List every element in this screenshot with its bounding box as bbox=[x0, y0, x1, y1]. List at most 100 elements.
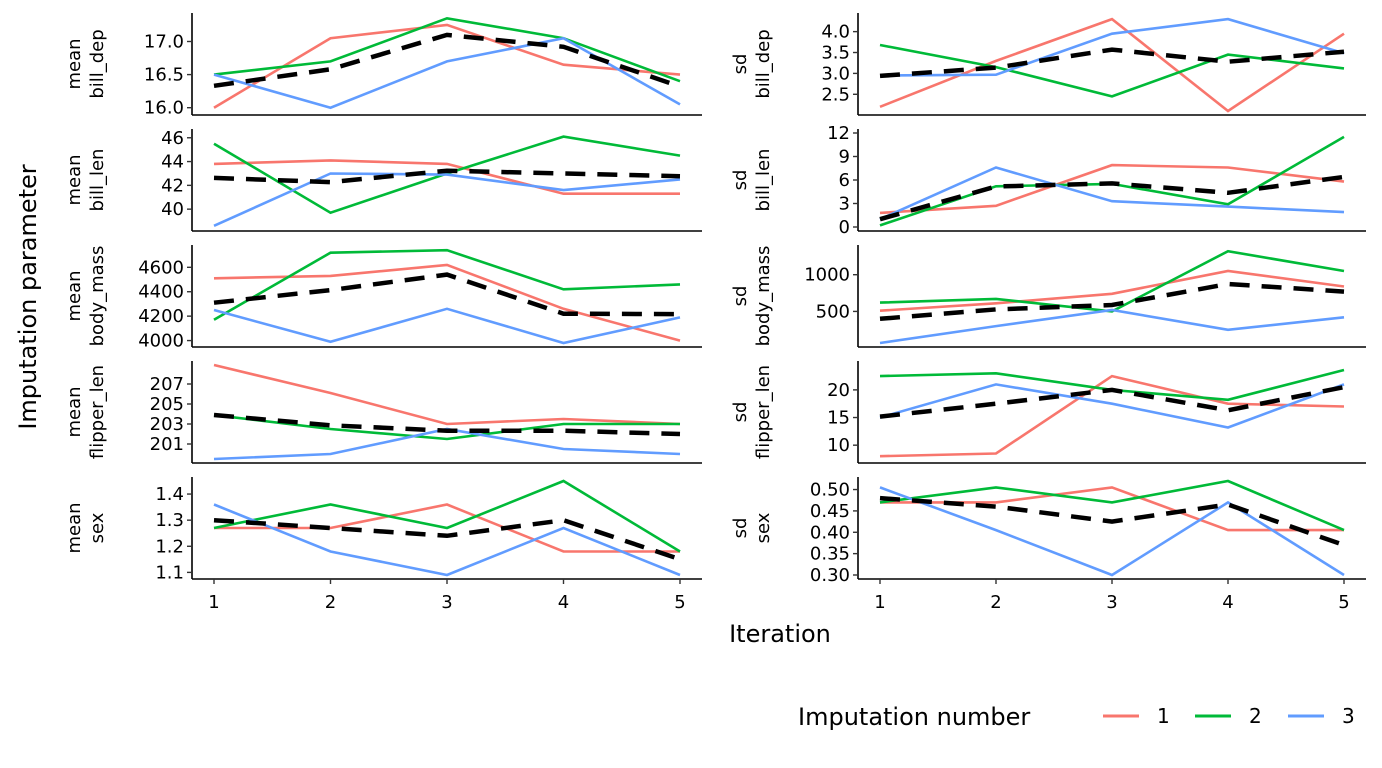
strip-label: mean body_mass bbox=[64, 246, 108, 347]
strip-variable-label: flipper_len bbox=[753, 365, 774, 459]
y-tick-label: 6 bbox=[839, 170, 850, 191]
y-tick-label: 207 bbox=[150, 374, 184, 395]
series-line-3 bbox=[879, 383, 1345, 429]
y-tick-label: 4.0 bbox=[821, 22, 850, 43]
strip-label: sd bill_len bbox=[730, 149, 774, 212]
y-tick-label: 203 bbox=[150, 414, 184, 435]
strip-label: sd body_mass bbox=[730, 246, 774, 347]
y-tick-label: 42 bbox=[161, 175, 184, 196]
mean-line bbox=[879, 495, 1345, 548]
y-tick-label: 3.0 bbox=[821, 63, 850, 84]
mean-line bbox=[213, 168, 681, 185]
legend-item-3: 3 bbox=[1288, 704, 1355, 728]
strip-stat-label: sd bbox=[730, 518, 751, 539]
legend-item-1: 1 bbox=[1103, 704, 1170, 728]
x-tick-label: 1 bbox=[874, 592, 885, 613]
x-tick-label: 2 bbox=[990, 592, 1001, 613]
legend-label: 3 bbox=[1342, 704, 1355, 728]
legend-label: 1 bbox=[1157, 704, 1170, 728]
y-tick-label: 16.0 bbox=[144, 98, 184, 119]
strip-stat-label: sd bbox=[730, 170, 751, 191]
y-tick-label: 4400 bbox=[138, 282, 184, 303]
mean-line bbox=[213, 272, 681, 317]
strip-variable-label: bill_len bbox=[87, 149, 108, 212]
y-tick-label: 40 bbox=[161, 199, 184, 220]
y-tick-label: 201 bbox=[150, 434, 184, 455]
strip-stat-label: sd bbox=[730, 286, 751, 307]
y-tick-label: 12 bbox=[827, 123, 850, 144]
y-tick-label: 1.4 bbox=[155, 484, 184, 505]
legend-items: 1 2 3 bbox=[1103, 704, 1355, 728]
series-line-1 bbox=[214, 503, 680, 553]
y-tick-label: 3.5 bbox=[821, 43, 850, 64]
series-line-1 bbox=[213, 363, 681, 426]
series-line-1 bbox=[879, 269, 1345, 312]
mean-line bbox=[213, 517, 681, 562]
strip-stat-label: mean bbox=[64, 386, 85, 437]
strip-stat-label: mean bbox=[64, 154, 85, 205]
panel-sd-sex: 0.300.350.400.450.50 sd sex bbox=[730, 477, 1366, 586]
x-tick-label: 4 bbox=[1222, 592, 1233, 613]
strip-stat-label: sd bbox=[730, 402, 751, 423]
panel-sd-body_mass: 500 1000 sd body_mass bbox=[730, 245, 1366, 348]
series-line-2 bbox=[213, 479, 681, 553]
strip-stat-label: mean bbox=[64, 270, 85, 321]
x-axes-layer: 1 2 3 4 5 1 2 3 4 5 bbox=[208, 579, 1350, 613]
series-line-3 bbox=[213, 36, 681, 110]
x-tick-label: 3 bbox=[1106, 592, 1117, 613]
strip-stat-label: sd bbox=[730, 54, 751, 75]
y-tick-label: 0.40 bbox=[810, 522, 850, 543]
series-line-3 bbox=[213, 503, 681, 577]
x-tick-label: 3 bbox=[441, 592, 452, 613]
series-line-3 bbox=[879, 166, 1345, 221]
strip-stat-label: mean bbox=[64, 502, 85, 553]
strip-variable-label: body_mass bbox=[753, 246, 774, 347]
mean-line bbox=[213, 32, 681, 89]
y-axis-title: Imputation parameter bbox=[14, 164, 42, 429]
x-tick-label: 5 bbox=[674, 592, 685, 613]
mean-line bbox=[879, 47, 1345, 79]
y-tick-label: 0.45 bbox=[810, 501, 850, 522]
series-line-1 bbox=[213, 23, 681, 109]
strip-variable-label: bill_len bbox=[753, 149, 774, 212]
y-tick-label: 17.0 bbox=[144, 31, 184, 52]
series-line-1 bbox=[213, 159, 680, 195]
y-tick-label: 1.2 bbox=[155, 536, 184, 557]
strip-label: sd sex bbox=[730, 512, 774, 543]
y-tick-label: 0.30 bbox=[810, 565, 850, 586]
legend-label: 2 bbox=[1249, 704, 1262, 728]
y-tick-label: 3 bbox=[839, 194, 850, 215]
series-line-3 bbox=[213, 172, 681, 227]
series-line-2 bbox=[213, 16, 681, 83]
legend: Imputation number 1 2 3 bbox=[798, 703, 1355, 731]
y-tick-label: 4000 bbox=[138, 331, 184, 352]
y-tick-label: 1.1 bbox=[155, 562, 184, 583]
series-line-3 bbox=[213, 307, 681, 345]
series-line-2 bbox=[879, 479, 1345, 532]
mean-line bbox=[879, 384, 1345, 419]
strip-variable-label: flipper_len bbox=[87, 365, 108, 459]
x-axis-title: Iteration bbox=[729, 620, 831, 648]
legend-title: Imputation number bbox=[798, 703, 1030, 731]
y-tick-label: 10 bbox=[827, 435, 850, 456]
series-line-2 bbox=[879, 368, 1345, 402]
strip-stat-label: mean bbox=[64, 38, 85, 89]
y-tick-label: 4200 bbox=[138, 306, 184, 327]
strip-variable-label: bill_dep bbox=[753, 29, 774, 98]
y-tick-label: 500 bbox=[816, 301, 850, 322]
x-tick-label: 2 bbox=[325, 592, 336, 613]
mean-line bbox=[879, 174, 1345, 222]
y-tick-label: 4600 bbox=[138, 257, 184, 278]
panel-sd-flipper_len: 10 15 20 sd flipper_len bbox=[730, 361, 1366, 464]
y-tick-label: 0 bbox=[839, 217, 850, 238]
strip-variable-label: sex bbox=[753, 512, 774, 543]
x-tick-label: 4 bbox=[558, 592, 569, 613]
legend-item-2: 2 bbox=[1195, 704, 1262, 728]
mean-line bbox=[213, 412, 681, 437]
panel-sd-bill_dep: 2.53.03.54.0 sd bill_dep bbox=[730, 13, 1366, 116]
y-tick-label: 20 bbox=[827, 380, 850, 401]
y-tick-label: 1.3 bbox=[155, 510, 184, 531]
